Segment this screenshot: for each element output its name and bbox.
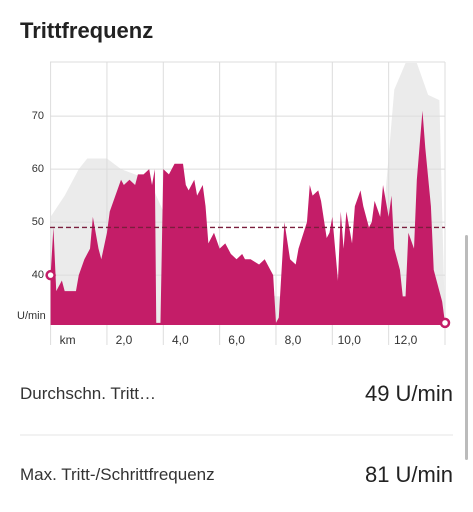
chart-title: Trittfrequenz [20, 18, 153, 43]
x-tick-label: 10,0 [338, 333, 362, 347]
scrollbar [465, 235, 468, 460]
stat-label: Max. Tritt-/Schrittfrequenz [20, 465, 215, 484]
stat-label: Durchschn. Tritt… [20, 384, 157, 403]
stat-row: Durchschn. Tritt… 49 U/min [20, 374, 453, 414]
y-tick-label: 60 [32, 163, 44, 175]
x-tick-label: km [60, 333, 76, 347]
stat-row: Max. Tritt-/Schrittfrequenz 81 U/min [20, 455, 453, 495]
x-tick-label: 6,0 [228, 333, 245, 347]
x-tick-label: 8,0 [285, 333, 302, 347]
y-unit: U/min [17, 310, 46, 322]
x-tick-label: 2,0 [116, 333, 133, 347]
end-marker [45, 269, 56, 281]
cadence-area [50, 110, 445, 325]
y-tick-label: 50 [32, 216, 44, 228]
y-tick-label: 70 [32, 110, 44, 122]
y-tick-label: 40 [32, 269, 44, 281]
stat-value: 49 U/min [364, 381, 453, 406]
stat-value: 81 U/min [364, 462, 453, 487]
x-tick-label: 4,0 [172, 333, 189, 347]
x-tick-label: 12,0 [394, 333, 418, 347]
end-marker [439, 317, 451, 329]
